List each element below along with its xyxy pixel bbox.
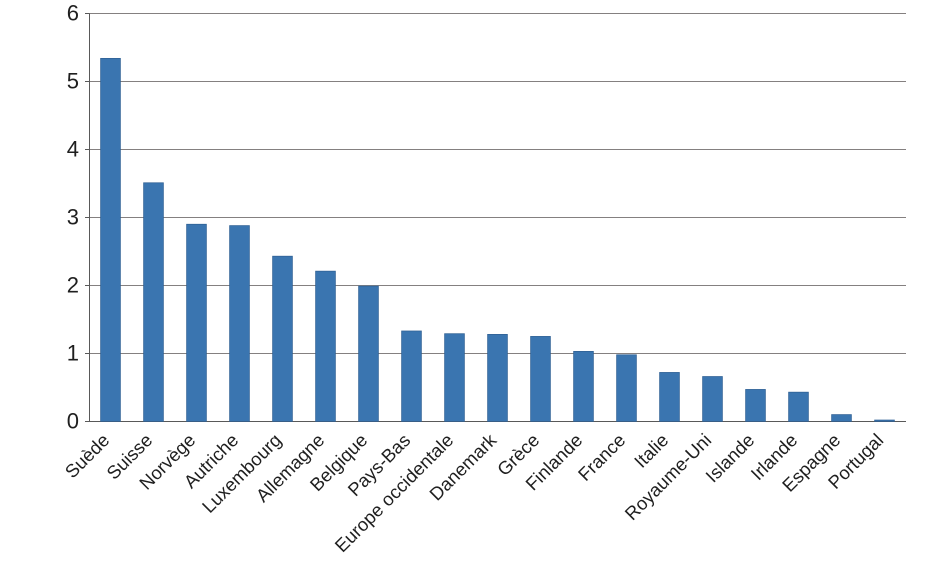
svg-text:2: 2 [67, 272, 79, 297]
svg-text:6: 6 [67, 1, 79, 26]
svg-text:0: 0 [67, 408, 79, 433]
svg-text:3: 3 [67, 204, 79, 229]
svg-text:5: 5 [67, 68, 79, 93]
svg-text:Suède: Suède [61, 429, 114, 482]
svg-text:France: France [574, 429, 630, 485]
svg-text:4: 4 [67, 136, 79, 161]
svg-text:Islande: Islande [701, 429, 758, 486]
svg-text:1: 1 [67, 340, 79, 365]
